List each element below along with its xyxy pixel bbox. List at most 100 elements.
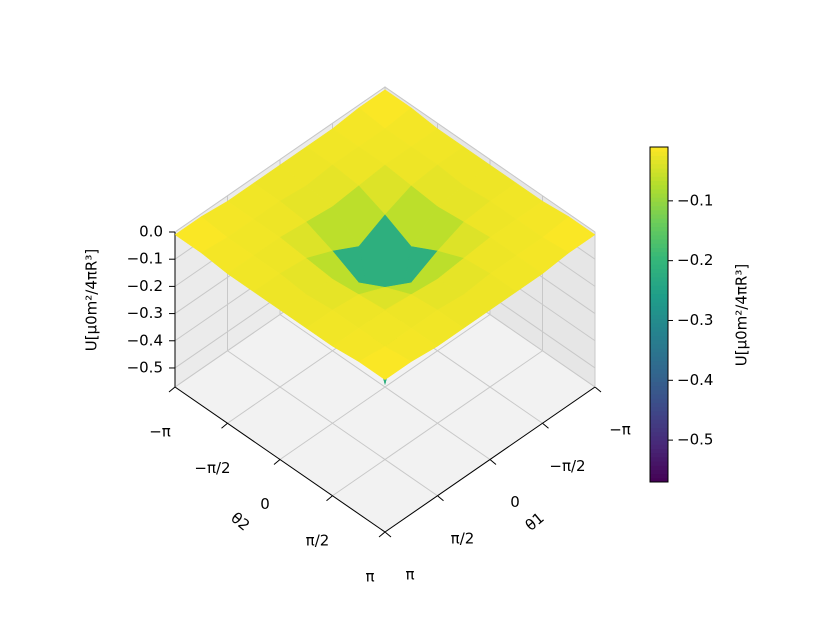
colorbar-segment <box>650 410 668 416</box>
colorbar-segment <box>650 255 668 261</box>
colorbar-segment <box>650 247 668 253</box>
colorbar-segment <box>650 163 668 169</box>
colorbar-segment <box>650 155 668 161</box>
colorbar-segment <box>650 465 668 470</box>
colorbar-segment <box>650 364 668 370</box>
colorbar-segment <box>650 209 668 215</box>
colorbar-segment <box>650 339 668 345</box>
y-tick-label: −π <box>149 423 171 441</box>
colorbar-segment <box>650 272 668 278</box>
colorbar-segment <box>650 456 668 462</box>
x-tick-label: 0 <box>510 493 520 511</box>
colorbar-segment <box>650 147 668 152</box>
colorbar-segment <box>650 188 668 194</box>
y-tick <box>378 531 386 538</box>
colorbar-segment <box>650 448 668 454</box>
y-tick <box>326 495 333 502</box>
colorbar-segment <box>650 151 668 156</box>
colorbar-segment <box>650 373 668 378</box>
colorbar-segment <box>650 159 668 165</box>
colorbar-segment <box>650 268 668 274</box>
z-axis-label: U[μ0m²/4πR³] <box>83 249 101 351</box>
colorbar-segment <box>650 193 668 198</box>
colorbar-segment <box>650 226 668 232</box>
y-tick <box>221 422 228 429</box>
colorbar-segment <box>650 402 668 408</box>
colorbar-segment <box>650 431 668 437</box>
colorbar-segment <box>650 276 668 282</box>
colorbar-segment <box>650 398 668 403</box>
colorbar-segment <box>650 368 668 374</box>
colorbar-segment <box>650 440 668 445</box>
colorbar-segment <box>650 260 668 265</box>
colorbar-segment <box>650 452 668 458</box>
surface-patch <box>358 345 412 381</box>
z-tick-label: −0.4 <box>127 331 163 349</box>
colorbar-segment <box>650 234 668 240</box>
colorbar-segment <box>650 406 668 412</box>
y-tick-label: −π/2 <box>194 459 230 477</box>
colorbar-segment <box>650 301 668 307</box>
x1-axis-label: θ1 <box>522 509 548 535</box>
colorbar-segment <box>650 335 668 341</box>
colorbar-segment <box>650 214 668 219</box>
colorbar-segment <box>650 331 668 336</box>
colorbar-segment <box>650 297 668 303</box>
colorbar-segment <box>650 435 668 441</box>
colorbar-segment <box>650 352 668 357</box>
colorbar-segment <box>650 389 668 395</box>
colorbar-segment <box>650 201 668 207</box>
x-tick-label: π <box>405 566 414 584</box>
grid-line <box>174 86 386 233</box>
colorbar-segment <box>650 281 668 286</box>
x-tick <box>437 495 444 502</box>
z-tick-label: −0.1 <box>127 250 163 268</box>
colorbar-segment <box>650 293 668 299</box>
grid-line <box>279 314 491 460</box>
colorbar-segment <box>650 243 668 248</box>
colorbar-segment <box>650 230 668 236</box>
y-tick-label: 0 <box>260 495 270 513</box>
colorbar-segment <box>650 264 668 269</box>
colorbar-segment <box>650 322 668 328</box>
colorbar-segment <box>650 477 668 483</box>
colorbar-segment <box>650 239 668 244</box>
colorbar-segment <box>650 348 668 353</box>
colorbar-segment <box>650 285 668 290</box>
colorbar-segment <box>650 218 668 223</box>
colorbar-tick-label: −0.5 <box>677 431 713 449</box>
colorbar-segment <box>650 306 668 311</box>
x-tick <box>594 386 602 393</box>
y-tick-label: π/2 <box>306 531 330 549</box>
grid-line <box>332 350 543 497</box>
colorbar-segment <box>650 180 668 186</box>
colorbar-segment <box>650 377 668 382</box>
colorbar-segment <box>650 343 668 349</box>
colorbar-tick-label: −0.4 <box>677 371 713 389</box>
colorbar-tick-label: −0.3 <box>677 311 713 329</box>
z-tick-label: 0.0 <box>139 223 163 241</box>
colorbar-segment <box>650 327 668 332</box>
colorbar-segment <box>650 205 668 211</box>
y-tick-label: π <box>365 568 374 586</box>
colorbar-segment <box>650 318 668 324</box>
colorbar-segment <box>650 176 668 181</box>
colorbar-segment <box>650 423 668 429</box>
colorbar-segment <box>650 251 668 257</box>
colorbar-tick-label: −0.2 <box>677 251 713 269</box>
colorbar-segment <box>650 356 668 362</box>
colorbar-segment <box>650 184 668 190</box>
colorbar-tick-label: −0.1 <box>677 191 713 209</box>
colorbar-frame <box>649 146 669 483</box>
axis-line <box>174 386 386 533</box>
z-tick-label: −0.2 <box>127 277 163 295</box>
colorbar-segment <box>650 222 668 228</box>
colorbar-segment <box>650 444 668 449</box>
y-tick <box>273 459 281 465</box>
x-tick-label: −π/2 <box>549 457 585 475</box>
axis-line <box>384 386 596 533</box>
colorbar-segment <box>650 167 668 173</box>
colorbar-segment <box>650 385 668 391</box>
x2-axis-label: θ2 <box>227 509 253 535</box>
